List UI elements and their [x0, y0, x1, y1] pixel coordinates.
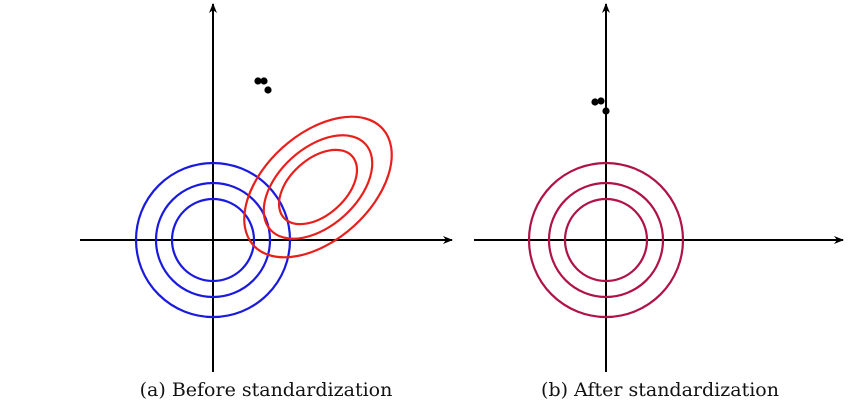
panel-before: (a) Before standardization — [80, 3, 453, 401]
caption-after: (b) After standardization — [541, 379, 779, 401]
reference-contours — [134, 161, 292, 319]
shifted-contour-outer — [243, 115, 393, 259]
shifted-contour-middle — [262, 134, 374, 240]
data-point — [597, 97, 605, 105]
reference-contour-inner — [170, 197, 256, 283]
data-point — [264, 86, 272, 94]
data-point — [260, 77, 268, 85]
caption-before: (a) Before standardization — [140, 379, 393, 401]
data-point — [591, 98, 599, 106]
shifted-contour-inner — [277, 148, 359, 226]
reference-contour-outer — [134, 161, 292, 319]
data-points — [591, 97, 610, 115]
data-points — [254, 77, 272, 94]
shifted-contours — [243, 115, 393, 259]
merged-contour-inner — [563, 197, 649, 283]
panel-after: (b) After standardization — [474, 3, 844, 401]
reference-contour-middle — [154, 181, 272, 299]
merged-contour-outer — [527, 161, 685, 319]
data-point — [602, 107, 610, 115]
merged-contour-middle — [547, 181, 665, 299]
merged-contours — [527, 161, 685, 319]
data-point — [254, 77, 262, 85]
